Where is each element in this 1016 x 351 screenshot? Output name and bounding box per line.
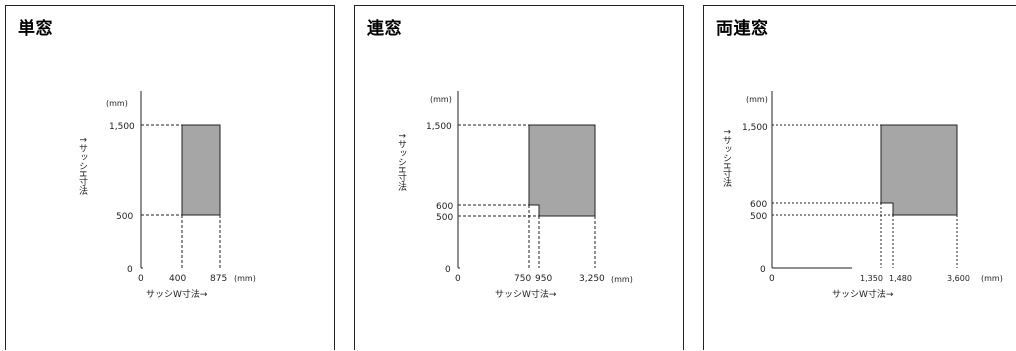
y-unit-label: (mm)	[106, 99, 128, 108]
y-tick-0: 0	[127, 265, 133, 275]
x-tick-1480: 1,480	[889, 274, 912, 283]
size-region	[880, 124, 958, 216]
x-tick-950: 950	[535, 274, 552, 284]
x-tick-3250: 3,250	[579, 274, 605, 284]
panel-title: 連窓	[367, 19, 402, 39]
y-axis-label: ↑サッシH寸法	[721, 128, 732, 188]
x-tick-0: 0	[769, 274, 775, 284]
y-axis-label: ↑サッシH寸法	[396, 132, 407, 192]
x-unit-label: (mm)	[981, 274, 1003, 283]
y-tick-1500: 1,500	[742, 123, 768, 133]
panel-title: 両連窓	[716, 19, 769, 39]
y-tick-1500: 1,500	[426, 122, 452, 132]
panel-single-window: 単窓 (mm) 1,500 500 0 0 400 875 (mm) サッシW寸…	[5, 5, 335, 350]
panel-title: 単窓	[18, 19, 53, 39]
panel-double-continuous-window: 両連窓 (mm) 1,500 600 500 0 0 1,350 1,480 3…	[703, 5, 1016, 350]
y-unit-label: (mm)	[746, 95, 768, 104]
x-unit-label: (mm)	[234, 274, 256, 283]
y-unit-label: (mm)	[430, 95, 452, 104]
size-region	[528, 124, 596, 217]
y-tick-500: 500	[750, 212, 767, 222]
x-tick-400: 400	[169, 274, 186, 284]
y-tick-1500: 1,500	[109, 122, 135, 132]
x-tick-0: 0	[138, 274, 144, 284]
x-tick-875: 875	[210, 274, 227, 284]
size-range-diagram: (mm) 1,500 600 500 0 0 750 950 3,250 (mm…	[396, 91, 633, 300]
size-range-diagram: (mm) 1,500 600 500 0 0 1,350 1,480 3,600…	[721, 91, 1003, 300]
panel-continuous-window: 連窓 (mm) 1,500 600 500 0 0 750 950 3,250 …	[354, 5, 684, 350]
y-tick-600: 600	[750, 200, 767, 210]
x-tick-0: 0	[455, 274, 461, 284]
x-axis-label: サッシW寸法→	[146, 288, 208, 300]
y-tick-600: 600	[436, 202, 453, 212]
y-axis-label: ↑サッシH寸法	[77, 136, 88, 196]
y-tick-0: 0	[445, 265, 451, 275]
y-tick-500: 500	[116, 212, 133, 222]
y-tick-500: 500	[436, 213, 453, 223]
x-tick-1350: 1,350	[860, 274, 883, 283]
x-tick-3600: 3,600	[947, 274, 970, 283]
size-range-diagram: (mm) 1,500 500 0 0 400 875 (mm) サッシW寸法→ …	[77, 91, 256, 300]
x-tick-750: 750	[514, 274, 531, 284]
y-tick-0: 0	[760, 265, 766, 275]
x-unit-label: (mm)	[611, 275, 633, 284]
size-region	[181, 124, 221, 216]
x-axis-label: サッシW寸法→	[495, 288, 557, 300]
x-axis-label: サッシW寸法→	[832, 288, 894, 300]
